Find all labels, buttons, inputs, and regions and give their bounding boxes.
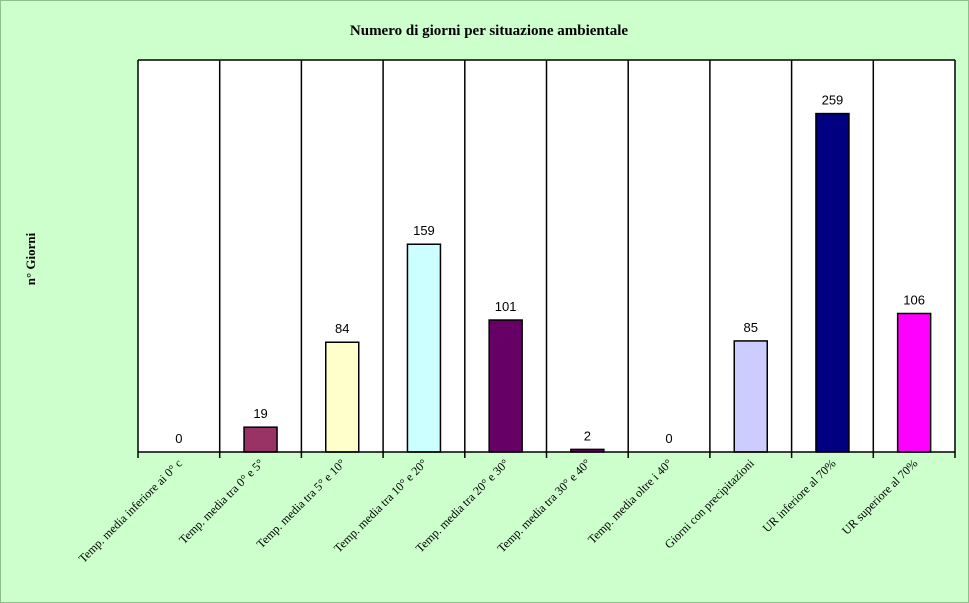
chart-title: Numero di giorni per situazione ambienta… — [350, 23, 629, 39]
bar — [733, 340, 768, 453]
bar — [243, 426, 278, 453]
category-label: Temp. media tra 5° e 10° — [254, 456, 349, 551]
bar — [406, 243, 442, 453]
category-label: Temp. media tra 30° e 40° — [494, 456, 593, 555]
data-label: 101 — [495, 299, 517, 314]
category-label: UR superiore al 70% — [839, 456, 920, 537]
category-label: UR inferiore al 70% — [760, 456, 839, 535]
bar — [325, 341, 360, 453]
bar — [896, 312, 932, 453]
data-label: 259 — [822, 93, 844, 108]
data-label: 2 — [584, 428, 591, 443]
data-label: 84 — [335, 321, 349, 336]
category-label: Temp. media inferiore ai 0° c — [76, 456, 185, 565]
bar — [815, 112, 850, 453]
data-label: 85 — [744, 320, 758, 335]
category-label: Giorni con precipitazioni — [662, 456, 758, 552]
category-label: Temp. media tra 10° e 20° — [331, 456, 430, 555]
data-label: 159 — [413, 223, 435, 238]
y-axis-label: n° Giorni — [23, 232, 38, 285]
data-label: 19 — [253, 406, 267, 421]
category-label: Temp. media tra 20° e 30° — [413, 456, 512, 555]
data-label: 106 — [903, 292, 925, 307]
category-label: Temp. media oltre i 40° — [585, 456, 675, 546]
data-label: 0 — [175, 431, 182, 446]
category-label: Temp. media tra 0° e 5° — [176, 456, 267, 547]
data-label: 0 — [665, 431, 672, 446]
bar — [488, 319, 523, 453]
